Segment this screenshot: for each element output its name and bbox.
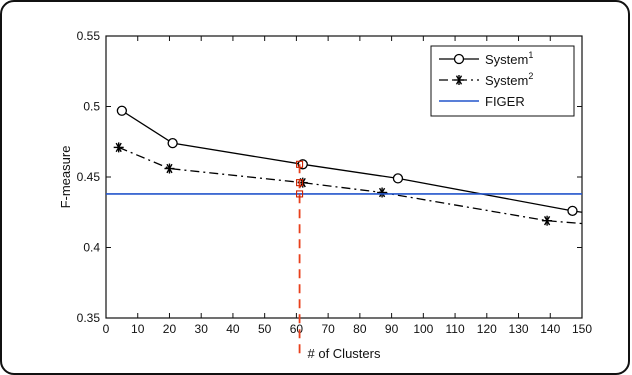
y-tick-label: 0.55 <box>77 29 101 43</box>
x-tick-label: 70 <box>321 322 335 336</box>
highlight-marker <box>296 190 304 198</box>
x-tick-label: 80 <box>353 322 367 336</box>
series-1-point <box>113 142 124 153</box>
y-tick-label: 0.4 <box>83 241 100 255</box>
x-tick-label: 20 <box>163 322 177 336</box>
series-0-point <box>567 205 578 216</box>
series-1-point <box>542 215 553 226</box>
legend: System1 System2 FIGER <box>430 45 575 117</box>
x-tick-label: 10 <box>131 322 145 336</box>
x-tick-label: 30 <box>195 322 209 336</box>
y-tick-label: 0.35 <box>77 311 101 325</box>
y-tick-label: 0.5 <box>83 100 100 114</box>
line-chart: 0 10 20 30 40 50 60 70 80 90 100 110 120 130 140 150 0.… <box>58 29 592 361</box>
series-0-point <box>167 138 178 149</box>
x-tick-label: 50 <box>258 322 272 336</box>
x-tick-label: 150 <box>572 322 592 336</box>
y-axis-label: F-measure <box>58 146 73 209</box>
series-line-1 <box>118 146 583 225</box>
y-tick-label: 0.45 <box>77 170 101 184</box>
legend-label: System2 <box>485 71 533 88</box>
highlight-marker <box>296 179 304 187</box>
x-tick-label: 40 <box>226 322 240 336</box>
x-tick-label: 130 <box>509 322 529 336</box>
highlight-marker <box>296 160 304 168</box>
series-1-point <box>377 187 388 198</box>
legend-marker <box>454 75 464 85</box>
series-0-point <box>392 173 404 184</box>
x-axis-label: # of Clusters <box>308 346 381 361</box>
series-0-point <box>116 105 128 116</box>
x-tick-label: 120 <box>477 322 497 336</box>
legend-label: System1 <box>485 50 533 67</box>
legend-marker <box>453 53 465 65</box>
legend-label: FIGER <box>485 94 525 109</box>
x-tick-label: 0 <box>103 322 110 336</box>
x-tick-label: 110 <box>445 322 464 336</box>
x-tick-label: 140 <box>540 322 560 336</box>
x-tick-label: 60 <box>290 322 304 336</box>
x-tick-label: 100 <box>413 322 433 336</box>
series-1-point <box>164 163 175 174</box>
x-tick-label: 90 <box>385 322 399 336</box>
